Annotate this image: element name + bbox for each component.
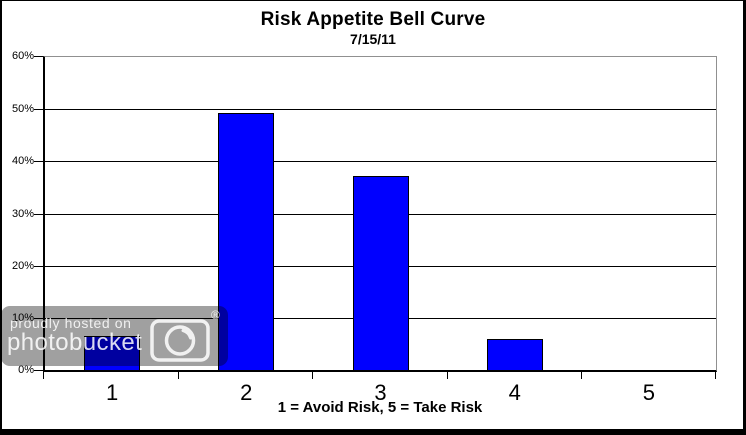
x-axis-tick: [446, 371, 448, 379]
x-axis-label: 3: [374, 380, 387, 405]
x-axis-tick: [178, 371, 180, 379]
y-axis-label: 20%: [11, 259, 34, 272]
y-axis-label: 40%: [11, 155, 34, 168]
y-axis-label: 0%: [18, 364, 34, 376]
gridline: [45, 161, 716, 163]
x-axis-label: 2: [240, 380, 253, 405]
y-axis-label: 60%: [11, 50, 34, 62]
x-axis-title: 1 = Avoid Risk, 5 = Take Risk: [277, 399, 483, 416]
x-axis-tick: [715, 371, 716, 379]
y-axis-label: 50%: [11, 103, 34, 116]
x-axis-tick: [580, 371, 582, 379]
y-axis-tick: [34, 109, 43, 111]
x-axis-label: 1: [105, 380, 119, 405]
x-axis-tick: [43, 371, 44, 379]
y-axis-label: 30%: [11, 207, 34, 220]
y-axis-tick: [34, 265, 43, 267]
x-axis-label: 4: [508, 380, 521, 405]
chart-title: Risk Appetite Bell Curve: [260, 9, 486, 30]
x-axis-label: 5: [642, 380, 656, 405]
y-axis-tick: [34, 213, 43, 215]
y-axis-tick: [34, 56, 43, 57]
bar-category-3: [352, 176, 409, 370]
x-axis-tick: [312, 371, 314, 379]
y-axis-tick: [34, 161, 43, 163]
chart-subtitle: 7/15/11: [350, 31, 396, 47]
watermark-tagline: proudly hosted on: [10, 315, 132, 331]
watermark-brand: photobucket: [7, 329, 143, 356]
registered-trademark-symbol: ®: [211, 308, 220, 322]
camera-icon: [150, 319, 210, 362]
y-axis-tick: [34, 370, 43, 371]
gridline: [45, 109, 716, 111]
bar-category-4: [486, 339, 543, 370]
